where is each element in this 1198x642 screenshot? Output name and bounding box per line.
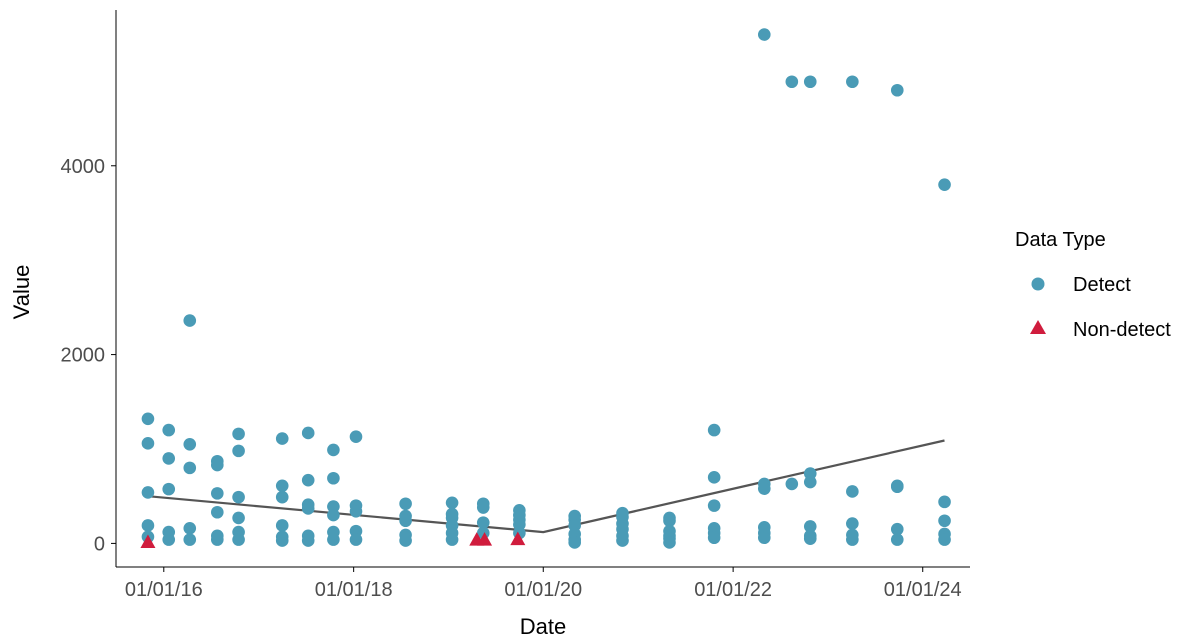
detect-point [445, 533, 459, 546]
detect-point [183, 437, 197, 451]
detect-point [707, 531, 721, 545]
detect-point [938, 178, 951, 191]
plot-marks [140, 28, 951, 549]
detect-point [183, 533, 197, 546]
detect-point [232, 490, 245, 504]
x-axis-title: Date [520, 614, 566, 639]
detect-point [275, 519, 289, 532]
detect-point [210, 505, 224, 519]
detect-point [162, 423, 176, 437]
detect-point [301, 473, 315, 487]
detect-point [349, 505, 363, 518]
detect-point [141, 486, 155, 499]
x-tick-label: 01/01/22 [694, 579, 772, 601]
detect-point [327, 443, 340, 457]
detect-point [210, 487, 224, 500]
non-detect-point [140, 534, 156, 548]
detect-point [349, 430, 363, 444]
detect-point [616, 534, 629, 547]
legend-detect-symbol [1031, 277, 1045, 291]
y-tick-label: 0 [94, 533, 105, 555]
detect-point [399, 514, 412, 528]
y-tick-label: 2000 [61, 345, 106, 367]
detect-point [162, 533, 176, 546]
detect-point [846, 75, 859, 89]
detect-point [232, 533, 245, 546]
detect-point [232, 427, 245, 441]
detect-point [232, 444, 245, 458]
detect-point [757, 28, 771, 41]
detect-point [232, 511, 245, 525]
legend-nondetect-label: Non-detect [1073, 319, 1171, 341]
detect-point [301, 534, 315, 547]
legend: Data Type Detect Non-detect [1015, 229, 1171, 341]
detect-point [162, 452, 176, 465]
detect-point [846, 533, 859, 546]
detect-point [275, 479, 289, 493]
x-tick-label: 01/01/20 [504, 579, 582, 601]
detect-point [275, 534, 289, 547]
detect-point [846, 485, 859, 498]
detect-point [399, 534, 412, 547]
detect-point [707, 499, 721, 512]
detect-point [938, 533, 951, 546]
x-axis-ticks: 01/01/16 01/01/18 01/01/20 01/01/22 01/01/24 [125, 567, 962, 601]
detect-point [275, 490, 289, 504]
detect-point [210, 533, 224, 546]
detect-point [803, 532, 817, 545]
detect-point [707, 471, 721, 484]
detect-point [803, 520, 817, 533]
detect-point [803, 75, 817, 89]
detect-point [707, 423, 721, 437]
legend-detect-label: Detect [1073, 274, 1131, 296]
detect-point [327, 471, 340, 485]
detect-point [663, 514, 676, 528]
detect-point [890, 83, 904, 97]
detect-point [803, 475, 817, 489]
detect-point [183, 461, 197, 475]
detect-point [890, 480, 904, 494]
detect-point [476, 501, 490, 514]
detect-point [890, 522, 904, 536]
y-tick-label: 4000 [61, 156, 106, 178]
detect-point [476, 516, 490, 529]
detect-point [568, 536, 581, 549]
detect-point [938, 495, 951, 509]
detect-point [846, 517, 859, 530]
x-tick-label: 01/01/18 [315, 579, 393, 601]
detect-point [785, 477, 799, 491]
detect-point [785, 75, 799, 89]
detect-point [183, 314, 197, 327]
detect-point [162, 482, 176, 496]
detect-point [141, 437, 155, 450]
detect-point [141, 412, 155, 426]
x-tick-label: 01/01/24 [884, 579, 962, 601]
legend-title: Data Type [1015, 229, 1106, 251]
y-axis-title: Value [9, 265, 34, 320]
y-axis-ticks: 0 2000 4000 [61, 156, 116, 555]
detect-point [275, 432, 289, 445]
detect-point [938, 514, 951, 528]
detect-point [141, 519, 155, 532]
detect-point [349, 533, 363, 546]
detect-point [757, 482, 771, 495]
detect-point [663, 536, 676, 549]
detect-point [327, 533, 340, 546]
x-tick-label: 01/01/16 [125, 579, 203, 601]
detect-point [890, 533, 904, 546]
non-detect-point [510, 531, 526, 546]
detect-point [445, 496, 459, 510]
detect-point [327, 508, 340, 522]
non-detect-point [477, 532, 493, 546]
detect-point [183, 521, 197, 535]
detect-point [301, 502, 315, 515]
detect-point [301, 426, 315, 440]
detect-point [757, 531, 771, 545]
trend-line [147, 439, 945, 534]
detect-point [210, 458, 224, 472]
detect-point [399, 497, 412, 511]
legend-nondetect-symbol [1030, 320, 1046, 334]
